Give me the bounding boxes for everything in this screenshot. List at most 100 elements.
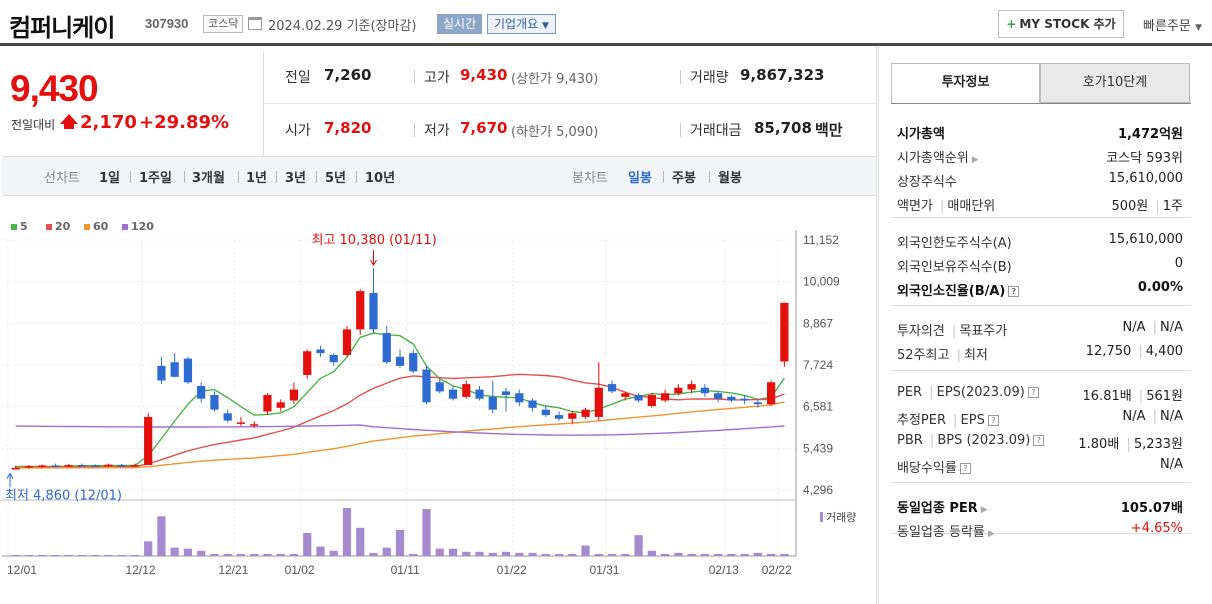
info-value-text: N/A [1160, 457, 1183, 472]
info-value: +4.65% [1131, 521, 1183, 536]
info-label-text: 외국인보유주식수(B) [897, 260, 1012, 275]
info-value-text: N/A [1160, 320, 1183, 335]
chart-canvas: 11,152 10,009 8,867 7,724 6,581 5,439 4,296 12/… [2, 230, 856, 577]
candle-tab-monthly[interactable]: 월봉 [718, 171, 742, 186]
volume-bar [289, 553, 299, 556]
volume-bar [594, 553, 603, 556]
legend-ma60: 60 [93, 220, 109, 233]
volume-bar [581, 545, 590, 556]
divider [709, 171, 710, 183]
help-icon[interactable]: ? [987, 415, 999, 426]
candle-body [422, 369, 431, 403]
help-icon[interactable]: ? [1008, 286, 1020, 297]
info-row: 시가총액순위 ▶ 코스닥 593위 [897, 145, 1183, 167]
volume-bar [157, 516, 166, 556]
realtime-button[interactable]: 실시간 [437, 14, 483, 34]
info-row: 시가총액 1,472억원 [897, 121, 1183, 143]
pipe-divider: | [940, 199, 945, 214]
period-tab-1y[interactable]: 1년 [246, 171, 268, 186]
info-label[interactable]: 추정PER | EPS? [897, 409, 999, 428]
pipe-divider: | [1138, 344, 1143, 359]
period-tab-10y[interactable]: 10년 [365, 171, 396, 186]
candle-body [528, 400, 537, 408]
divider [414, 70, 415, 84]
candle-body [342, 329, 352, 355]
candle-body [117, 465, 126, 467]
info-label[interactable]: 동일업종 PER ▶ [897, 497, 988, 516]
tab-hoga[interactable]: 호가10단계 [1040, 63, 1190, 103]
x-tick-label: 01/11 [391, 563, 420, 577]
min-price-annotation: 최저 4,860 (12/01) [5, 488, 122, 503]
info-row: 외국인소진율(B/A)? 0.00% [897, 278, 1183, 300]
pipe-divider: | [1152, 409, 1157, 424]
candle-chart-label: 봉차트 [572, 171, 608, 186]
my-stock-button[interactable]: + MY STOCK 추가 [998, 10, 1124, 38]
divider [891, 305, 1191, 306]
low-value: 7,670 [460, 119, 508, 137]
volume-bar [462, 551, 471, 556]
info-label[interactable]: 외국인소진율(B/A)? [897, 280, 1020, 299]
divider [263, 52, 264, 156]
up-arrow-icon-base [64, 124, 74, 129]
divider [891, 533, 1191, 534]
candle-tab-weekly[interactable]: 주봉 [672, 171, 696, 186]
candle-body [674, 387, 683, 394]
volume-bar [422, 509, 431, 556]
info-label: 액면가 | 매매단위 [897, 195, 995, 214]
info-label[interactable]: 배당수익률? [897, 457, 971, 476]
period-tab-3y[interactable]: 3년 [285, 171, 307, 186]
period-tab-5y[interactable]: 5년 [325, 171, 347, 186]
ma120-line [15, 424, 785, 436]
period-tab-3m[interactable]: 3개월 [192, 171, 225, 186]
candle-body [276, 402, 285, 408]
volume-bar [263, 553, 272, 556]
info-label-text: EPS(2023.09) [936, 385, 1025, 400]
volume-bar [713, 553, 723, 556]
info-label-text: 매매단위 [947, 199, 996, 214]
info-value-text: N/A [1160, 409, 1183, 424]
tab-invest-info[interactable]: 투자정보 [891, 63, 1040, 103]
candle-body [183, 358, 193, 383]
divider [264, 103, 876, 104]
info-label-text: 동일업종 등락률 [897, 525, 985, 540]
info-label[interactable]: 시가총액순위 ▶ [897, 147, 979, 166]
info-label-text: 시가총액순위 [897, 151, 969, 166]
candle-body [223, 413, 232, 421]
candle-body [329, 354, 338, 363]
help-icon[interactable]: ? [959, 463, 971, 474]
divider [356, 171, 357, 183]
info-value: 0 [1175, 256, 1183, 271]
info-label: 외국인한도주식수(A) [897, 232, 1012, 251]
help-icon[interactable]: ? [1027, 387, 1039, 398]
help-icon[interactable]: ? [1033, 435, 1045, 446]
divider [876, 47, 877, 604]
company-overview-label: 기업개요 [494, 17, 539, 31]
candle-body [104, 464, 113, 467]
info-value: N/A | N/A [1122, 320, 1183, 335]
legend-swatch-ma120 [122, 224, 128, 230]
info-value-text: 16.81배 [1082, 389, 1136, 404]
info-label[interactable]: PBR | BPS (2023.09)? [897, 433, 1045, 448]
quick-order-button[interactable]: 빠른주문 ▼ [1143, 15, 1202, 34]
calendar-icon [248, 17, 262, 30]
volume-bar [250, 553, 259, 556]
candle-body [594, 387, 603, 417]
candle-body [382, 333, 391, 363]
period-tab-1w[interactable]: 1주일 [139, 171, 172, 186]
info-label[interactable]: 동일업종 등락률 ▶ [897, 521, 995, 540]
info-value-text: 1주 [1162, 199, 1183, 214]
info-value-text: 0 [1174, 256, 1183, 271]
divider [663, 171, 664, 183]
info-value: 1,472억원 [1118, 123, 1183, 142]
volume-legend-swatch [820, 512, 823, 522]
info-row: 동일업종 PER ▶ 105.07배 [897, 495, 1183, 517]
ma60-line [15, 401, 785, 469]
company-overview-button[interactable]: 기업개요 ▼ [487, 14, 556, 34]
period-tab-1d[interactable]: 1일 [99, 171, 121, 186]
candle-tab-daily[interactable]: 일봉 [628, 171, 652, 186]
info-label[interactable]: PER | EPS(2023.09)? [897, 385, 1039, 400]
x-tick-label: 02/13 [709, 563, 739, 577]
y-tick-label: 4,296 [803, 483, 833, 497]
candle-body [488, 396, 497, 410]
pipe-divider: | [929, 385, 934, 400]
